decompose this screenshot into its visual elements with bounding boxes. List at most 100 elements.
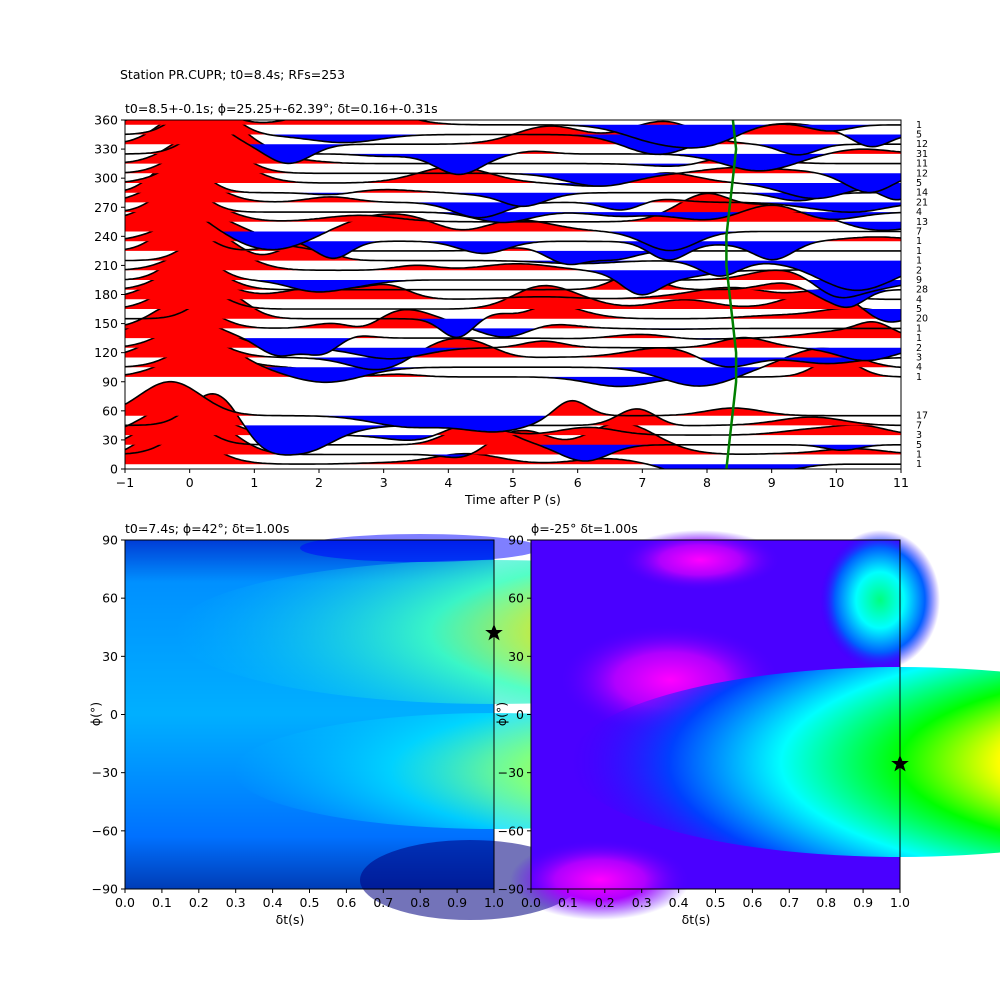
x-tick-label: 3 [380,475,388,490]
x-axis: −1 0 1 2 3 4 5 6 7 8 9 10 11 [116,469,909,490]
y-tick-label: 180 [94,287,118,302]
moveout-curve [725,120,738,469]
trace-positive-fill [125,381,901,416]
bin-count-label: 2 [916,343,922,354]
bin-count-label: 11 [916,159,928,170]
trace-line [125,380,901,433]
trace-line [125,281,901,323]
trace-line [125,157,901,208]
map-y-tick-label: 90 [508,533,524,548]
figure-title: Station PR.CUPR; t0=8.4s; RFs=253 [120,67,345,82]
bin-count-label: 1 [916,449,922,460]
trace-line [125,120,901,149]
trace-positive-fill [125,310,901,339]
map-x-tick-label: 0.3 [632,895,652,910]
bin-count-label: 12 [916,168,928,179]
bin-count-label: 7 [916,420,922,431]
bin-count-label: 4 [916,362,922,373]
map-x-tick-label: 0.8 [816,895,836,910]
bin-count-label: 9 [916,275,922,286]
map-y-tick-label: 30 [508,649,524,664]
y-tick-label: 360 [94,113,118,128]
y-tick-label: 30 [102,432,118,447]
left-map-xlabel: δt(s) [276,912,305,927]
x-tick-label: 8 [703,475,711,490]
x-tick-label: 7 [638,475,646,490]
right-map-ylabel: ϕ(°) [494,702,509,726]
x-tick-label: 6 [574,475,582,490]
bin-count-label: 5 [916,130,922,141]
trace-negative-fill [125,347,901,361]
bin-count-label: 1 [916,256,922,267]
trace-positive-fill [125,401,901,436]
map-x-tick-label: 1.0 [484,895,504,910]
bin-count-label: 21 [916,197,928,208]
map-x-tick-label: 0.1 [558,895,578,910]
map-x-tick-label: 0.0 [115,895,135,910]
map-y-tick-label: −60 [498,823,524,838]
y-tick-label: 300 [94,171,118,186]
x-tick-label: 10 [828,475,844,490]
trace-negative-fill [125,444,901,461]
bin-count-label: 13 [916,217,928,228]
y-tick-label: 240 [94,229,118,244]
right-map-xlabel: δt(s) [682,912,711,927]
map-x-tick-label: 0.0 [521,895,541,910]
trace-line [125,184,901,224]
trace-negative-fill [125,212,901,223]
map-x-tick-label: 0.4 [263,895,283,910]
trace-line [125,261,901,309]
trace-positive-fill [125,430,901,465]
bin-count-label: 3 [916,430,922,441]
y-tick-label: 330 [94,142,118,157]
bin-count-label: 5 [916,440,922,451]
bin-count-label: 7 [916,226,922,237]
bin-count-label: 5 [916,178,922,189]
bin-count-label: 1 [916,333,922,344]
trace-negative-fill [125,357,901,370]
bin-count-label: 4 [916,294,922,305]
map-x-tick-label: 0.6 [742,895,762,910]
map-y-tick-label: −30 [92,765,118,780]
bin-count-label: 28 [916,285,928,296]
map-y-tick-label: 60 [102,591,118,606]
bin-count-label: 1 [916,459,922,470]
map-y-tick-label: 30 [102,649,118,664]
trace-line [125,329,901,371]
trace-negative-fill [125,328,901,337]
x-tick-label: 4 [444,475,452,490]
right-map-axes: 0.0 0.1 0.2 0.3 0.4 0.5 0.6 0.7 0.8 0.9 1.0 −90 −60 −… [498,533,910,911]
map-x-tick-label: 0.5 [300,895,320,910]
map-x-tick-label: 0.7 [373,895,393,910]
map-x-tick-label: 0.5 [706,895,726,910]
trace-line [125,300,901,338]
map-x-tick-label: 0.8 [410,895,430,910]
trace-positive-fill [125,175,901,203]
trace-negative-fill [125,454,901,458]
map-x-tick-label: 0.3 [226,895,246,910]
bin-count-label: 20 [916,314,928,325]
energy-map-right: ϕ=-25° δt=1.00s 0.0 0.1 0.2 0.3 0.4 0.5 0.6 0.7… [494,521,1000,927]
trace-positive-fill [125,252,901,280]
y-tick-label: 0 [110,462,118,477]
trace-positive-fill [125,120,901,154]
bin-count-label: 17 [916,411,928,422]
trace-negative-fill [125,338,901,356]
bin-count-label: 31 [916,149,928,160]
y-tick-label: 120 [94,345,118,360]
bin-count-label: 1 [916,246,922,257]
bin-count-label: 1 [916,323,922,334]
y-tick-label: 270 [94,200,118,215]
trace-line [125,174,901,219]
map-x-tick-label: 0.7 [779,895,799,910]
trace-line [125,232,901,292]
x-tick-label: 2 [315,475,323,490]
y-tick-label: 90 [102,374,118,389]
trace-negative-fill [125,425,901,455]
bin-count-label: 1 [916,236,922,247]
trace-line [125,271,901,301]
bin-count-label: 12 [916,139,928,150]
y-axis: 0 30 60 90 120 150 180 210 240 270 300 330 360 [94,113,125,477]
trace-negative-fill [125,415,901,432]
